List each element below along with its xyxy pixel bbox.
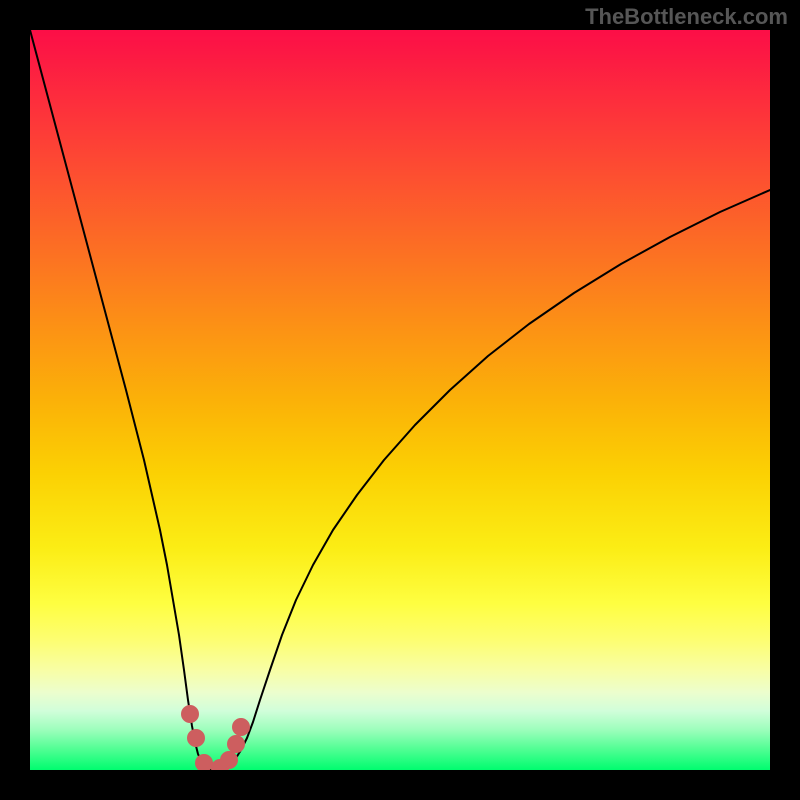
bottleneck-curve — [30, 30, 770, 770]
dip-marker — [221, 752, 238, 769]
dip-marker — [182, 706, 199, 723]
dip-marker — [228, 736, 245, 753]
dip-marker — [188, 730, 205, 747]
chart-frame: TheBottleneck.com — [0, 0, 800, 800]
frame-border-right — [770, 0, 800, 800]
watermark-text: TheBottleneck.com — [585, 4, 788, 30]
dip-markers — [182, 706, 250, 771]
frame-border-left — [0, 0, 30, 800]
plot-area — [30, 30, 770, 770]
frame-border-bottom — [0, 770, 800, 800]
dip-marker — [233, 719, 250, 736]
dip-marker — [196, 755, 213, 771]
